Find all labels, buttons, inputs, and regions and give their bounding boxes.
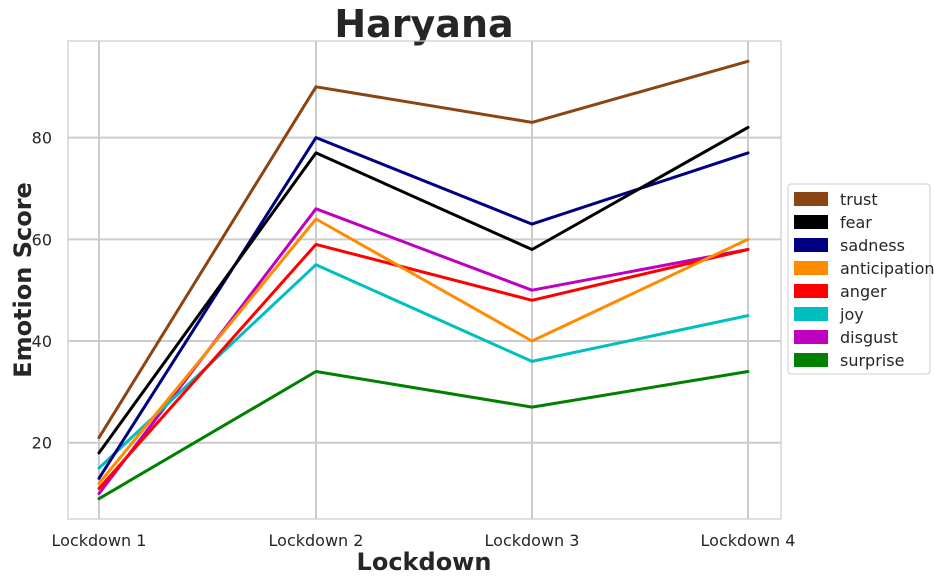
series-line-surprise [97, 370, 750, 501]
legend-label-fear: fear [840, 213, 872, 232]
legend-label-joy: joy [839, 305, 864, 324]
y-axis-label: Emotion Score [9, 182, 37, 378]
y-tick-label: 60 [32, 230, 52, 249]
y-tick-label: 80 [32, 129, 52, 148]
legend-label-trust: trust [840, 190, 878, 209]
legend-swatch-fear [794, 215, 828, 229]
legend: trust fear sadness anticipation anger joy disg… [787, 183, 934, 375]
x-tick-label: Lockdown 1 [52, 531, 147, 550]
legend-swatch-joy [794, 307, 828, 321]
y-tick-labels: 20 40 60 80 [32, 129, 52, 453]
legend-swatch-disgust [794, 330, 828, 344]
legend-swatch-sadness [794, 238, 828, 252]
series-line-sadness [97, 136, 750, 480]
legend-swatch-anger [794, 284, 828, 298]
legend-swatch-surprise [794, 353, 828, 367]
legend-swatch-trust [794, 192, 828, 206]
series-line-fear [97, 125, 750, 455]
plot-frame [67, 40, 782, 520]
legend-label-disgust: disgust [840, 328, 898, 347]
series-line-anticipation [97, 217, 750, 485]
series-line-anger [97, 242, 750, 490]
legend-swatch-anticipation [794, 261, 828, 275]
x-axis-label: Lockdown [357, 548, 492, 576]
y-tick-label: 40 [32, 332, 52, 351]
x-tick-labels: Lockdown 1 Lockdown 2 Lockdown 3 Lockdown 4 [52, 531, 796, 550]
x-tick-label: Lockdown 2 [269, 531, 364, 550]
legend-label-surprise: surprise [840, 351, 904, 370]
series-line-disgust [97, 207, 750, 496]
series-line-trust [97, 59, 750, 440]
legend-frame [787, 183, 931, 375]
chart-title: Haryana [334, 2, 513, 46]
x-tick-label: Lockdown 3 [485, 531, 580, 550]
series-lines [97, 59, 750, 501]
legend-label-anger: anger [840, 282, 887, 301]
legend-label-sadness: sadness [840, 236, 905, 255]
legend-label-anticipation: anticipation [840, 259, 934, 278]
y-tick-label: 20 [32, 434, 52, 453]
x-tick-label: Lockdown 4 [701, 531, 796, 550]
